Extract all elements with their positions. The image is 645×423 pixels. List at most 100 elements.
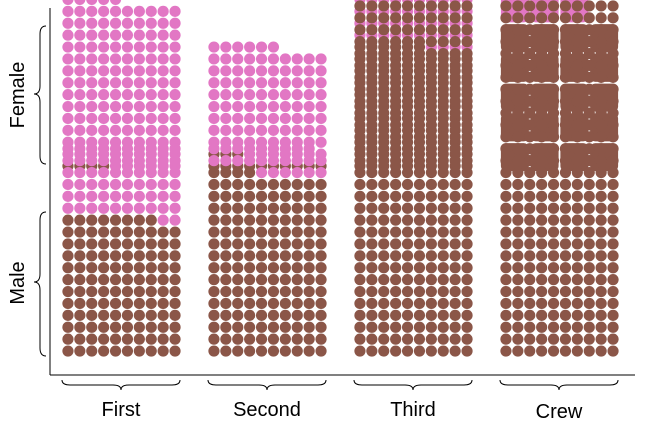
perished-unit	[390, 166, 402, 179]
perished-unit	[500, 297, 512, 310]
perished-unit	[559, 285, 572, 298]
survived-unit	[86, 190, 98, 202]
perished-unit	[378, 333, 390, 345]
perished-unit	[378, 0, 390, 12]
survived-unit	[208, 143, 220, 155]
perished-unit	[449, 309, 461, 321]
perished-unit	[390, 297, 402, 310]
perished-unit	[279, 190, 291, 202]
survived-unit	[255, 112, 268, 125]
survived-unit	[244, 89, 256, 101]
perished-unit	[607, 262, 619, 274]
perished-unit	[378, 309, 390, 321]
perished-unit	[547, 297, 560, 310]
survived-unit	[267, 155, 280, 167]
survived-unit	[169, 155, 181, 167]
perished-unit	[607, 285, 619, 298]
perished-unit	[500, 262, 512, 274]
survived-unit	[86, 53, 98, 65]
survived-unit	[232, 112, 244, 125]
perished-unit	[208, 238, 220, 250]
perished-unit	[536, 143, 548, 155]
survived-unit	[169, 17, 181, 29]
perished-unit	[133, 285, 145, 298]
perished-unit	[437, 321, 449, 333]
survived-unit	[74, 89, 86, 101]
perished-unit	[607, 178, 619, 191]
perished-unit	[413, 178, 426, 191]
survived-unit	[145, 41, 157, 53]
survived-unit	[157, 178, 169, 191]
perished-unit	[366, 262, 378, 274]
perished-unit	[86, 297, 98, 310]
perished-unit	[500, 95, 512, 107]
survived-unit	[255, 41, 268, 53]
perished-unit	[571, 178, 583, 191]
perished-unit	[354, 107, 366, 119]
survived-unit	[279, 65, 291, 77]
perished-unit	[74, 214, 86, 226]
perished-unit	[98, 345, 110, 357]
perished-unit	[145, 321, 157, 333]
perished-unit	[425, 59, 437, 72]
survived-unit	[220, 112, 232, 125]
perished-unit	[524, 71, 536, 83]
survived-unit	[232, 124, 244, 136]
survived-unit	[121, 89, 134, 101]
perished-unit	[354, 345, 366, 357]
survived-unit	[133, 5, 145, 17]
row-brace-female	[33, 25, 47, 165]
perished-unit	[524, 59, 536, 72]
perished-unit	[354, 309, 366, 321]
survived-unit	[157, 112, 169, 125]
perished-unit	[303, 226, 315, 238]
survived-unit	[303, 65, 315, 77]
survived-unit	[145, 29, 157, 41]
survived-unit	[98, 41, 110, 53]
perished-unit	[303, 333, 315, 345]
perished-unit	[220, 333, 232, 345]
perished-unit	[366, 47, 378, 60]
perished-unit	[571, 274, 583, 286]
survived-unit	[145, 65, 157, 77]
perished-unit	[413, 202, 426, 214]
survived-unit	[232, 143, 244, 155]
perished-unit	[354, 59, 366, 72]
perished-unit	[437, 190, 449, 202]
survived-unit	[315, 89, 327, 101]
perished-unit	[86, 238, 98, 250]
survived-unit	[145, 178, 157, 191]
perished-unit	[401, 119, 414, 131]
perished-unit	[390, 0, 402, 12]
perished-unit	[109, 333, 122, 345]
survived-unit	[109, 5, 122, 17]
perished-unit	[267, 345, 280, 357]
survived-unit	[74, 65, 86, 77]
perished-unit	[366, 24, 378, 36]
perished-unit	[500, 59, 512, 72]
perished-unit	[208, 274, 220, 286]
perished-unit	[437, 143, 449, 155]
perished-unit	[315, 274, 327, 286]
survived-unit	[121, 5, 134, 17]
perished-unit	[536, 131, 548, 143]
perished-unit	[401, 59, 414, 72]
survived-unit	[133, 29, 145, 41]
perished-unit	[220, 166, 232, 179]
perished-unit	[413, 214, 426, 226]
perished-unit	[145, 238, 157, 250]
perished-unit	[425, 214, 437, 226]
perished-unit	[390, 71, 402, 83]
perished-unit	[354, 36, 366, 48]
perished-unit	[413, 166, 426, 179]
survived-unit	[279, 143, 291, 155]
perished-unit	[354, 226, 366, 238]
perished-unit	[461, 131, 473, 143]
perished-unit	[220, 226, 232, 238]
survived-unit	[86, 65, 98, 77]
perished-unit	[109, 345, 122, 357]
perished-unit	[559, 309, 572, 321]
perished-unit	[244, 214, 256, 226]
row-brace-male	[33, 211, 47, 357]
perished-unit	[595, 190, 607, 202]
